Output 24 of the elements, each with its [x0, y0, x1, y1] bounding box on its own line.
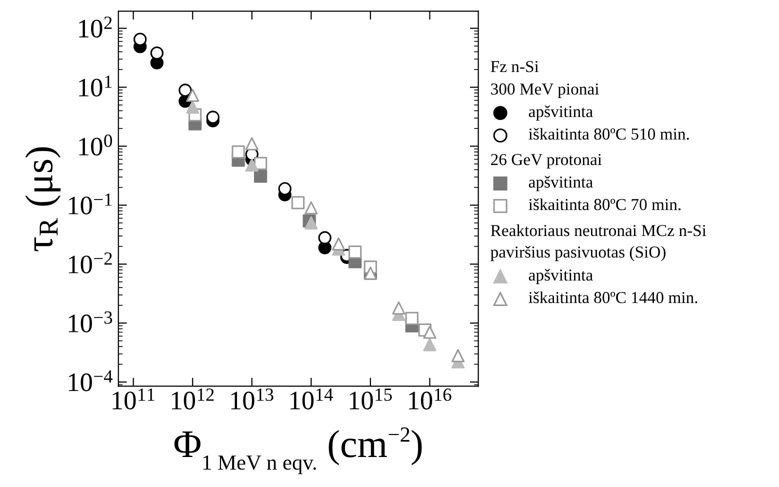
x-tick-label: 10$^{15}$: [350, 388, 392, 410]
x-tick-label: 10$^{12}$: [172, 388, 214, 410]
y-tick-label: 10$^{−3}$: [68, 311, 112, 332]
y-tick-label: 10$^{−4}$: [68, 370, 113, 392]
legend-label: apšvitinta: [528, 176, 593, 192]
legend-label: iškaitinta 80ºC 1440 min.: [528, 291, 698, 304]
x-tick-label: 10$^{11}$: [112, 388, 154, 410]
y-tick-label: 10$^{2}$: [79, 16, 112, 38]
legend-label: iškaitinta 80ºC 510 min.: [528, 128, 689, 140]
y-tick-label: 10$^{−1}$: [68, 193, 112, 214]
y-tick-label: 10$^{−2}$: [68, 252, 112, 274]
text: Reaktoriaus neutronai MCz n-Si paviršius pasivuotas (SiO): [490, 224, 706, 262]
x-tick-label: 10$^{13}$: [231, 388, 274, 410]
text: 300 MeV pionai: [491, 83, 599, 98]
legend-label: apšvitinta: [528, 105, 593, 121]
y-tick-label: 10$^{0}$: [79, 134, 112, 156]
text: 26 GeV protonai: [491, 154, 602, 169]
legend-title: Fz n-Si: [490, 60, 539, 72]
x-tick-label: 10$^{16}$: [409, 388, 452, 410]
y-tick-label: 10$^{1}$: [79, 76, 112, 96]
x-tick-label: 10$^{14}$: [290, 388, 333, 410]
y-axis-title: τ$_{R}$ (μs): [25, 147, 61, 252]
legend-label: apšvitinta: [528, 268, 593, 284]
legend-label: iškaitinta 80ºC 70 min.: [528, 198, 681, 210]
